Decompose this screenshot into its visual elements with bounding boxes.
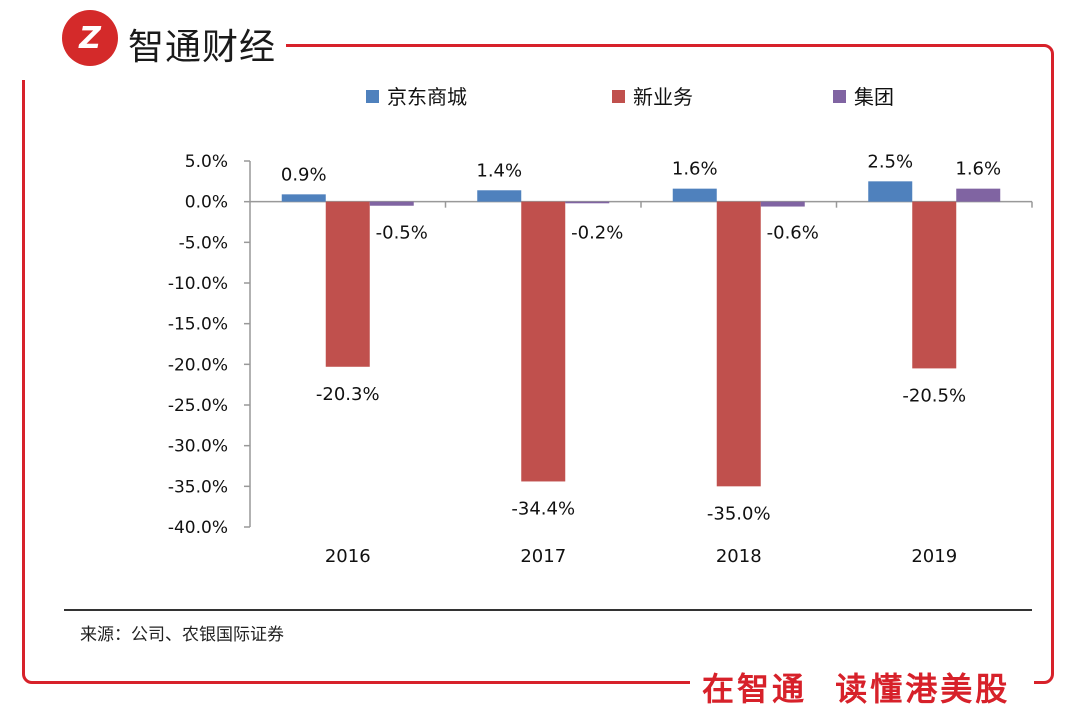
y-tick-label: -25.0% [168,396,228,416]
source-note: 来源：公司、农银国际证券 [80,625,284,645]
data-label: -0.2% [571,223,623,244]
data-label: -0.5% [376,223,428,244]
bar-2 [716,201,761,487]
y-tick-label: -20.0% [168,355,228,375]
y-tick-label: 0.0% [185,193,228,213]
bar-3 [565,201,610,204]
brand-logo-icon: Z [62,10,118,66]
data-label: -0.6% [767,223,819,244]
bar-2 [325,201,370,367]
legend-swatch-3 [833,90,846,103]
legend-label: 集团 [854,85,894,109]
data-label: 1.4% [476,160,522,181]
bar-1 [281,194,326,202]
brand-name: 智通财经 [128,27,277,68]
y-tick-label: -30.0% [168,437,228,457]
bar-1 [477,190,522,202]
x-tick-label: 2016 [325,546,371,567]
x-tick-label: 2017 [520,546,566,567]
bar-3 [956,188,1001,202]
bar-1 [672,188,717,202]
data-label: -20.3% [316,384,380,405]
data-label: -35.0% [707,503,771,524]
data-label: -20.5% [902,385,966,406]
data-label: 0.9% [281,164,327,185]
bar-3 [369,201,414,206]
y-tick-label: 5.0% [185,152,228,172]
data-label: 1.6% [672,159,718,180]
y-tick-label: -15.0% [168,315,228,335]
y-tick-label: -40.0% [168,518,228,538]
bar-2 [521,201,566,482]
data-label: 2.5% [867,151,913,172]
legend-label: 京东商城 [387,85,467,109]
x-tick-label: 2018 [716,546,762,567]
chart-frame [22,44,1054,684]
x-tick-label: 2019 [911,546,957,567]
y-tick-label: -10.0% [168,274,228,294]
data-label: 1.6% [955,159,1001,180]
data-label: -34.4% [511,498,575,519]
y-tick-label: -5.0% [179,233,228,253]
bar-1 [868,181,913,202]
source-divider [64,609,1032,611]
logo-background [10,0,286,80]
bar-2 [912,201,957,369]
slogan-background [690,660,1034,716]
slogan-text: 在智通 读懂港美股 [702,670,1011,708]
legend-swatch-1 [366,90,379,103]
y-tick-label: -35.0% [168,477,228,497]
legend-swatch-2 [612,90,625,103]
legend-label: 新业务 [633,85,693,109]
bar-3 [760,201,805,207]
